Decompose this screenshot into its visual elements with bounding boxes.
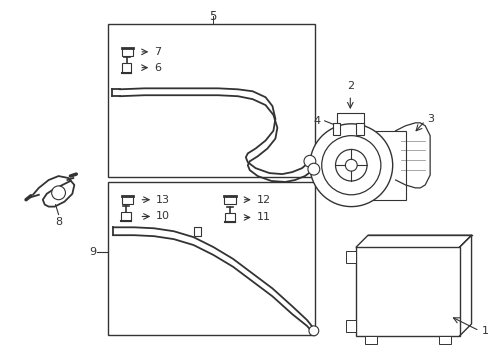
Text: 12: 12 [256,195,270,205]
Bar [108,182,314,335]
Bar [346,251,355,263]
Bar [122,48,133,56]
Text: 10: 10 [156,211,170,221]
Text: 4: 4 [313,116,320,126]
Bar [365,336,376,343]
Bar [193,227,201,236]
Bar [346,320,355,332]
Circle shape [309,124,392,207]
Bar [224,212,235,222]
Bar [332,123,340,135]
Circle shape [345,159,356,171]
Bar [224,196,236,204]
Bar [341,131,405,200]
Circle shape [308,326,318,336]
Bar [355,123,364,135]
Circle shape [304,156,315,167]
Text: 5: 5 [209,10,217,23]
Circle shape [335,149,366,181]
Text: 13: 13 [156,195,170,205]
Text: 7: 7 [154,47,161,57]
Text: 3: 3 [427,114,433,124]
Bar [438,336,450,343]
Bar [122,196,133,204]
Text: 8: 8 [55,217,62,228]
Text: 11: 11 [256,212,270,222]
Circle shape [52,186,65,200]
Text: 1: 1 [480,326,488,336]
Bar [122,63,131,73]
Bar [121,212,130,221]
Circle shape [307,163,319,175]
Bar [108,24,314,177]
Text: 2: 2 [346,81,353,91]
Circle shape [321,136,380,195]
Bar [355,247,459,336]
Text: 9: 9 [89,247,96,257]
Text: 6: 6 [154,63,161,73]
